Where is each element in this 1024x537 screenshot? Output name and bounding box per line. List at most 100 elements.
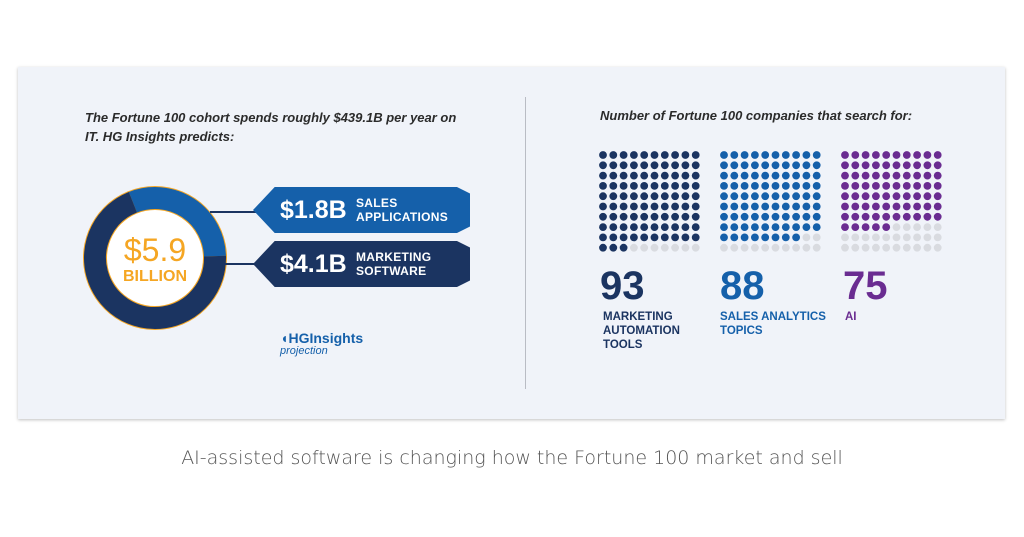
waffle-dot-empty [802, 243, 811, 252]
waffle-dot-filled [892, 202, 901, 211]
waffle-dot-filled [740, 161, 749, 170]
waffle-dot-filled [861, 202, 870, 211]
waffle-dot-filled [671, 233, 679, 242]
waffle-dot-filled [761, 171, 770, 180]
waffle-dot-filled [761, 192, 770, 201]
waffle-dot-filled [802, 182, 811, 190]
waffle-dot-filled [609, 212, 618, 221]
waffle-dot-filled [771, 202, 780, 211]
waffle-dot-filled [599, 182, 607, 190]
waffle-dot-filled [812, 192, 821, 201]
waffle-dot-empty [902, 223, 911, 231]
waffle-dot-filled [761, 182, 770, 190]
caption: AI-assisted software is changing how the… [181, 447, 843, 469]
waffle-dot-empty [812, 243, 821, 252]
waffle-dot-filled [861, 223, 870, 231]
waffle-dot-filled [650, 223, 659, 231]
waffle-dot-filled [841, 212, 849, 221]
waffle-dot-filled [640, 151, 649, 159]
waffle-dot-empty [851, 243, 860, 252]
waffle-dot-filled [761, 212, 770, 221]
waffle-dot-filled [691, 171, 700, 180]
waffle-dot-filled [681, 151, 690, 159]
waffle-dot-empty [872, 243, 880, 252]
waffle-dot-filled [861, 192, 870, 201]
waffle-dot-filled [599, 243, 607, 252]
waffle-dot-filled [913, 171, 921, 180]
waffle-dot-filled [720, 223, 728, 231]
waffle-dot-filled [923, 151, 932, 159]
waffle-dot-filled [681, 161, 690, 170]
waffle-dot-filled [802, 212, 811, 221]
waffle-dot-filled [640, 182, 649, 190]
waffle-dot-filled [861, 171, 870, 180]
waffle-dot-filled [619, 223, 628, 231]
waffle-dot-filled [792, 202, 800, 211]
waffle-dot-filled [730, 223, 739, 231]
waffle-dot-filled [902, 161, 911, 170]
waffle-dot-empty [861, 233, 870, 242]
waffle-dot-filled [892, 192, 901, 201]
waffle-dot-filled [681, 233, 690, 242]
waffle-dot-filled [681, 223, 690, 231]
waffle-dot-filled [691, 202, 700, 211]
waffle-dot-filled [872, 182, 880, 190]
waffle-dot-filled [781, 212, 790, 221]
banner-amount: $1.8B [280, 195, 347, 224]
waffle-dot-empty [792, 243, 800, 252]
waffle-dot-filled [933, 171, 942, 180]
banner-label: MARKETING SOFTWARE [356, 250, 432, 278]
waffle-dot-filled [892, 161, 901, 170]
waffle-dot-filled [599, 192, 607, 201]
banner-label: SALES APPLICATIONS [356, 196, 449, 224]
waffle-dot-empty [740, 243, 749, 252]
waffle-dot-empty [671, 243, 679, 252]
donut-center-label: BILLION [123, 268, 187, 285]
waffle-dot-filled [802, 161, 811, 170]
waffle-dot-filled [792, 212, 800, 221]
waffle-label: AI [845, 311, 857, 323]
waffle-dot-filled [812, 151, 821, 159]
waffle-dot-filled [751, 182, 759, 190]
connector-line [222, 263, 262, 265]
waffle-dot-empty [751, 243, 759, 252]
waffle-dot-filled [882, 182, 891, 190]
waffle-dot-filled [923, 171, 932, 180]
waffle-dot-filled [792, 151, 800, 159]
waffle-dot-filled [650, 151, 659, 159]
waffle-dot-filled [720, 161, 728, 170]
waffle-dot-filled [681, 202, 690, 211]
waffle-dot-filled [691, 182, 700, 190]
waffle-dot-filled [882, 212, 891, 221]
waffle-dot-filled [841, 223, 849, 231]
waffle-dot-filled [630, 182, 638, 190]
waffle-dot-filled [913, 212, 921, 221]
waffle-dot-filled [740, 233, 749, 242]
waffle-dot-filled [913, 192, 921, 201]
waffle-dot-filled [861, 161, 870, 170]
waffle-label: SALES ANALYTICS TOPICS [720, 311, 826, 337]
waffle-dot-empty [660, 243, 669, 252]
donut-slice [128, 187, 226, 257]
waffle-dot-filled [771, 171, 780, 180]
waffle-dot-empty [892, 233, 901, 242]
waffle-dot-filled [691, 161, 700, 170]
waffle-dot-filled [599, 223, 607, 231]
waffle-dot-filled [933, 212, 942, 221]
waffle-dot-empty [630, 243, 638, 252]
waffle-dot-filled [640, 223, 649, 231]
waffle-dot-filled [619, 233, 628, 242]
waffle-dot-filled [771, 212, 780, 221]
waffle-dot-filled [851, 151, 860, 159]
waffle-dot-filled [902, 151, 911, 159]
waffle-dot-filled [671, 212, 679, 221]
waffle-marketing-automation [599, 151, 700, 252]
waffle-dot-filled [720, 233, 728, 242]
waffle-dot-filled [691, 192, 700, 201]
waffle-dot-empty [802, 233, 811, 242]
waffle-dot-filled [671, 161, 679, 170]
waffle-dot-filled [872, 202, 880, 211]
banner-amount: $4.1B [280, 249, 347, 278]
waffle-dot-filled [609, 161, 618, 170]
waffle-dot-filled [841, 171, 849, 180]
